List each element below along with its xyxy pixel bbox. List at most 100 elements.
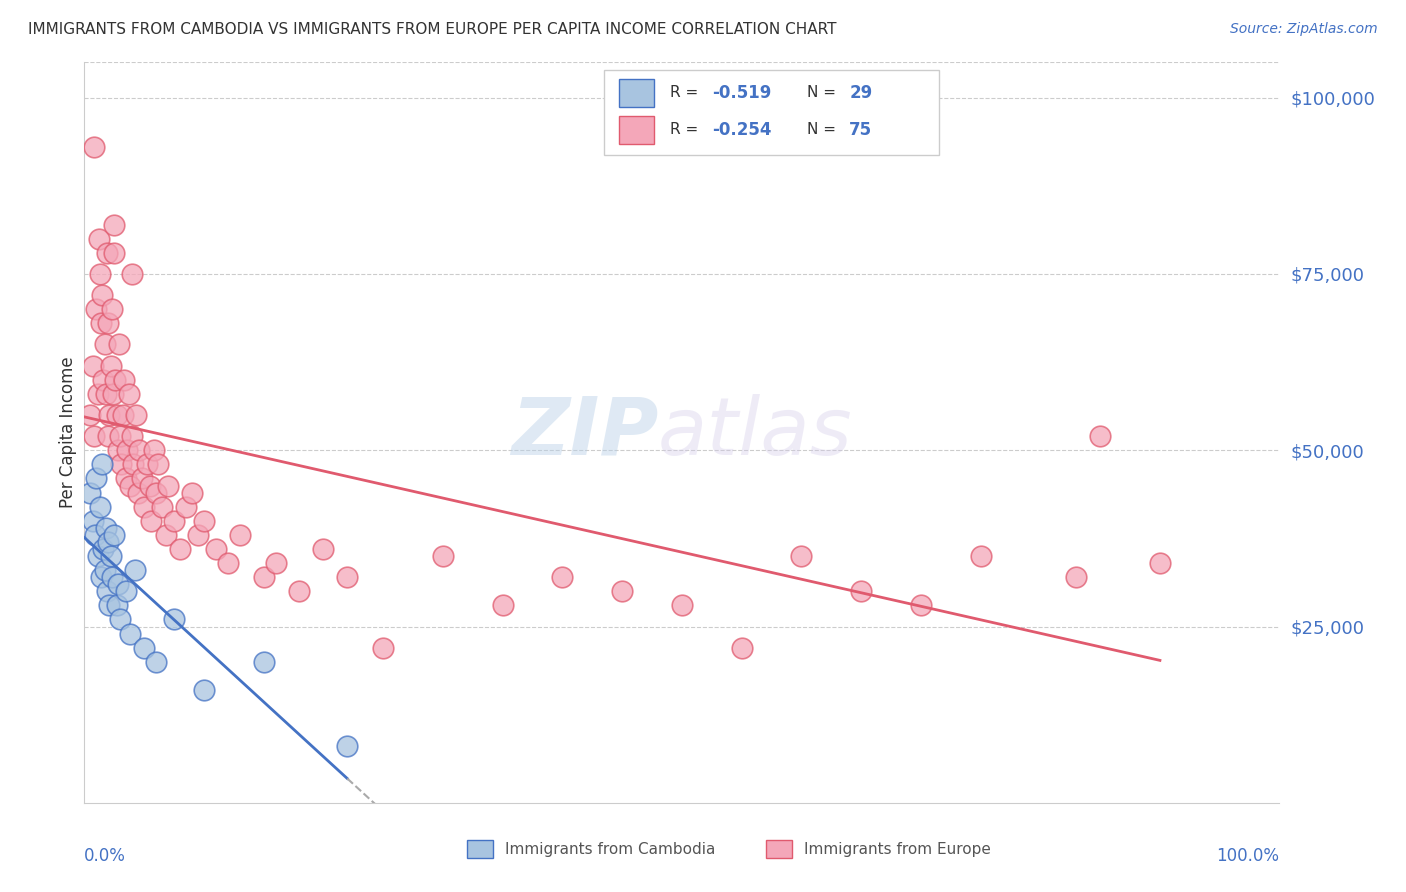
Point [163, 514, 186, 528]
Point [103, 218, 125, 232]
Point [790, 549, 813, 563]
Point [193, 514, 215, 528]
Point [79, 408, 101, 422]
Point [174, 500, 197, 514]
Point [90, 570, 112, 584]
Point [90, 316, 112, 330]
Text: R =: R = [671, 122, 699, 137]
Point [86, 387, 108, 401]
FancyBboxPatch shape [605, 70, 939, 155]
Point [105, 599, 128, 613]
Text: 100.0%: 100.0% [1216, 847, 1279, 865]
Point [98, 599, 121, 613]
Point [107, 443, 129, 458]
Point [93, 563, 115, 577]
Text: 75: 75 [849, 120, 872, 139]
Point [155, 528, 177, 542]
Point [1066, 570, 1088, 584]
Point [89, 500, 111, 514]
Bar [766, 840, 792, 858]
Point [551, 570, 574, 584]
Point [107, 577, 129, 591]
Point [157, 478, 180, 492]
Point [125, 408, 148, 422]
Point [132, 500, 156, 514]
Point [336, 570, 359, 584]
Bar [467, 840, 494, 858]
Point [492, 599, 515, 613]
Text: -0.519: -0.519 [711, 84, 770, 102]
Point [108, 337, 131, 351]
Point [217, 556, 239, 570]
Point [84, 528, 107, 542]
Point [101, 302, 124, 317]
Point [83, 429, 105, 443]
Text: atlas: atlas [658, 393, 853, 472]
Point [111, 408, 134, 422]
Text: 0.0%: 0.0% [84, 847, 127, 865]
Y-axis label: Per Capita Income: Per Capita Income [59, 357, 77, 508]
Text: -0.254: -0.254 [711, 120, 772, 139]
Point [612, 584, 634, 599]
Text: ZIP: ZIP [510, 393, 658, 472]
Point [101, 387, 124, 401]
Point [86, 549, 108, 563]
Point [94, 387, 117, 401]
Point [336, 739, 359, 754]
Point [121, 267, 143, 281]
Point [100, 549, 122, 563]
Point [121, 429, 143, 443]
Text: N =: N = [807, 86, 837, 100]
Point [117, 443, 139, 458]
Point [87, 232, 110, 246]
Text: N =: N = [807, 122, 837, 137]
Point [79, 485, 101, 500]
Point [253, 655, 276, 669]
Text: 29: 29 [849, 84, 873, 102]
Point [148, 458, 170, 472]
Point [131, 471, 153, 485]
Point [145, 485, 167, 500]
Point [910, 599, 932, 613]
Point [96, 245, 118, 260]
Point [288, 584, 311, 599]
Point [97, 429, 120, 443]
Point [82, 359, 104, 373]
Point [89, 267, 111, 281]
Point [264, 556, 287, 570]
Point [141, 514, 163, 528]
Point [181, 485, 204, 500]
Point [970, 549, 993, 563]
Point [373, 640, 395, 655]
Point [86, 471, 108, 485]
Text: Source: ZipAtlas.com: Source: ZipAtlas.com [1230, 22, 1378, 37]
Point [103, 245, 125, 260]
Point [128, 443, 150, 458]
Point [118, 478, 141, 492]
Point [193, 683, 215, 698]
Text: Immigrants from Cambodia: Immigrants from Cambodia [505, 841, 716, 856]
Point [97, 535, 120, 549]
Point [169, 541, 191, 556]
Point [118, 626, 141, 640]
Point [93, 337, 115, 351]
Point [122, 458, 145, 472]
Point [86, 302, 108, 317]
Point [110, 429, 132, 443]
Point [1090, 429, 1112, 443]
Point [671, 599, 693, 613]
Point [253, 570, 276, 584]
Point [124, 563, 146, 577]
Point [98, 408, 121, 422]
Point [150, 500, 173, 514]
Point [94, 521, 117, 535]
Point [82, 514, 104, 528]
Point [163, 612, 186, 626]
Point [432, 549, 454, 563]
Point [91, 458, 114, 472]
Point [127, 485, 149, 500]
Point [115, 584, 138, 599]
Point [1149, 556, 1171, 570]
Point [229, 528, 252, 542]
Point [117, 387, 139, 401]
